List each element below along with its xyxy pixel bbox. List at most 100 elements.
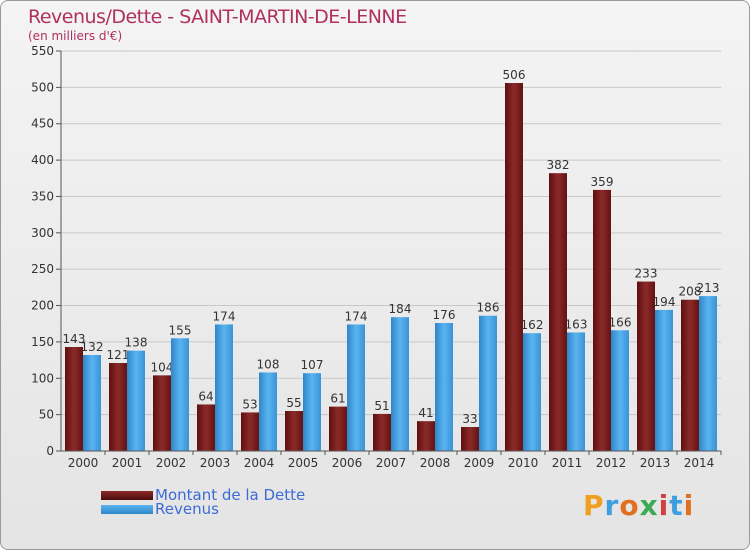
bar-dette	[593, 189, 611, 451]
bar-revenus	[699, 296, 717, 451]
bar-revenus	[215, 324, 233, 451]
x-tick-label: 2006	[332, 456, 363, 470]
legend-swatch-revenus	[101, 504, 153, 514]
logo-letter: o	[619, 489, 640, 522]
data-label-dette: 33	[462, 412, 477, 426]
y-tick-label: 250	[31, 262, 54, 276]
data-label-dette: 506	[503, 68, 526, 82]
logo-letter: P	[583, 489, 605, 522]
x-tick-label: 2009	[464, 456, 495, 470]
data-label-revenus: 186	[477, 301, 500, 315]
data-label-revenus: 163	[565, 317, 588, 331]
bar-revenus	[479, 315, 497, 451]
bar-revenus	[435, 323, 453, 451]
x-axis: 2000 2001 2002 2003 2004 2005 2006 2007 2008 2009…	[61, 450, 722, 470]
data-label-revenus: 176	[433, 308, 456, 322]
y-tick-label: 450	[31, 117, 54, 131]
logo-letter: i	[683, 489, 695, 522]
y-tick-label: 0	[46, 444, 54, 458]
bar-dette	[373, 413, 391, 451]
y-tick-label: 150	[31, 335, 54, 349]
bar-revenus	[259, 372, 277, 451]
data-label-revenus: 132	[81, 340, 104, 354]
data-label-revenus: 138	[125, 336, 148, 350]
x-tick-label: 2001	[112, 456, 143, 470]
data-label-revenus: 166	[609, 315, 632, 329]
bar-dette	[153, 375, 171, 451]
legend-label-dette: Montant de la Dette	[155, 486, 306, 504]
x-tick-label: 2008	[420, 456, 451, 470]
x-tick-label: 2004	[244, 456, 275, 470]
x-tick-label: 2002	[156, 456, 187, 470]
data-label-dette: 208	[679, 285, 702, 299]
data-label-revenus: 174	[213, 309, 236, 323]
data-label-revenus: 108	[257, 357, 280, 371]
y-tick-label: 200	[31, 299, 54, 313]
bar-dette	[417, 421, 435, 451]
data-label-dette: 61	[330, 392, 345, 406]
legend-swatch-dette	[101, 490, 153, 500]
bar-revenus	[391, 317, 409, 451]
logo-letter: i	[658, 489, 670, 522]
data-label-revenus: 107	[301, 358, 324, 372]
y-tick-label: 500	[31, 80, 54, 94]
data-label-revenus: 184	[389, 302, 412, 316]
x-tick-label: 2012	[596, 456, 627, 470]
y-tick-label: 550	[31, 44, 54, 58]
data-label-dette: 51	[374, 399, 389, 413]
x-tick-label: 2007	[376, 456, 407, 470]
legend-item-dette: Montant de la Dette	[101, 486, 306, 504]
data-label-revenus: 155	[169, 323, 192, 337]
data-label-dette: 143	[63, 332, 86, 346]
legend-label-revenus: Revenus	[155, 500, 219, 518]
bar-dette	[197, 404, 215, 451]
logo-letter: r	[604, 489, 620, 522]
data-label-dette: 104	[151, 360, 174, 374]
bar-revenus	[347, 324, 365, 451]
data-label-dette: 359	[591, 175, 614, 189]
y-axis: 0 50 100 150 200 250 300 350 400 450 500 550	[31, 44, 62, 458]
data-label-dette: 233	[635, 267, 658, 281]
data-label-dette: 55	[286, 396, 301, 410]
bar-revenus	[655, 309, 673, 451]
bar-dette	[549, 173, 567, 451]
x-tick-label: 2013	[640, 456, 671, 470]
x-tick-label: 2005	[288, 456, 319, 470]
y-tick-label: 100	[31, 371, 54, 385]
bar-revenus	[303, 373, 321, 451]
bar-dette	[637, 281, 655, 451]
chart-subtitle: (en milliers d'€)	[28, 29, 123, 43]
bar-revenus	[127, 350, 145, 451]
bar-dette	[329, 406, 347, 451]
data-label-dette: 64	[198, 389, 213, 403]
bar-dette	[285, 411, 303, 451]
data-label-revenus: 213	[697, 281, 720, 295]
bar-dette	[461, 427, 479, 451]
bar-revenus	[523, 333, 541, 451]
y-tick-label: 300	[31, 226, 54, 240]
data-label-dette: 41	[418, 406, 433, 420]
bar-revenus	[567, 332, 585, 451]
y-tick-label: 350	[31, 189, 54, 203]
bar-revenus	[83, 355, 101, 451]
bar-revenus	[611, 330, 629, 451]
bar-dette	[65, 347, 83, 451]
chart-title: Revenus/Dette - SAINT-MARTIN-DE-LENNE	[28, 6, 407, 28]
x-tick-label: 2011	[552, 456, 583, 470]
data-label-dette: 53	[242, 397, 257, 411]
proxiti-logo: Proxiti	[583, 489, 694, 522]
logo-letter: x	[639, 489, 659, 522]
y-tick-label: 50	[39, 408, 54, 422]
bar-revenus	[171, 338, 189, 451]
data-label-dette: 121	[107, 348, 130, 362]
bar-dette	[241, 412, 259, 451]
data-label-revenus: 162	[521, 318, 544, 332]
logo-letter: t	[669, 489, 684, 522]
x-tick-label: 2003	[200, 456, 231, 470]
x-tick-label: 2000	[68, 456, 99, 470]
bar-dette	[505, 83, 523, 451]
x-tick-label: 2010	[508, 456, 539, 470]
